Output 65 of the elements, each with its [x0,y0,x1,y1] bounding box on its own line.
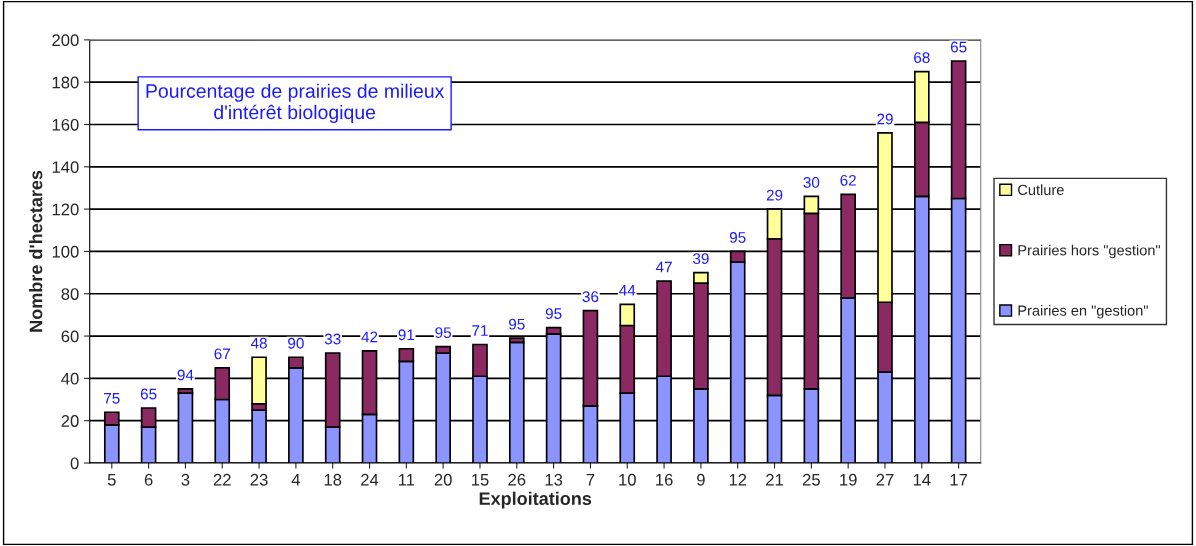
y-tick-label: 140 [52,161,79,174]
y-tick-label: 20 [61,415,79,427]
annotation: 90 [288,337,304,349]
annotation: 95 [729,232,746,243]
x-tick-label: 19 [840,473,857,486]
x-tick-label: 21 [766,473,783,486]
y-tick-label: 0 [70,457,79,470]
x-tick-label: 6 [144,473,153,486]
annotation: 91 [398,329,415,341]
annotation: 29 [877,113,893,125]
annotation: 71 [472,325,488,336]
x-tick-label: 18 [324,473,342,486]
annotation: 42 [361,331,378,343]
annotation: 65 [140,388,157,400]
y-tick-label: 120 [52,203,79,216]
annotation: 67 [214,348,230,360]
y-axis-title: Nombre d'hectares [29,170,43,332]
annotation: 95 [545,308,562,320]
annotation: 62 [840,174,856,186]
x-tick-label: 22 [213,473,231,486]
annotation: 94 [177,369,194,381]
x-tick-label: 12 [729,473,747,486]
x-tick-label: 25 [802,473,820,486]
annotation: 75 [104,392,120,404]
annotation: 33 [324,333,341,345]
x-axis-title: Exploitations [479,491,592,509]
x-tick-label: 9 [697,473,705,486]
annotation: 39 [692,253,709,265]
y-tick-label: 160 [52,118,79,131]
x-tick-label: 17 [950,474,968,486]
x-tick-label: 13 [545,473,563,486]
x-tick-label: 4 [291,474,301,486]
x-tick-label: 14 [913,474,931,486]
x-tick-label: 15 [471,474,489,486]
annotation: 30 [803,177,820,188]
annotation: 48 [250,337,267,349]
y-tick-label: 60 [61,330,79,343]
x-tick-label: 11 [398,474,415,486]
legend-label: Prairies en "gestion" [1018,305,1148,319]
x-tick-label: 7 [586,474,595,486]
annotation: 65 [950,41,967,53]
x-tick-label: 20 [434,473,452,486]
y-tick-label: 180 [52,76,79,89]
x-tick-label: 3 [181,473,190,486]
annotation: 44 [619,285,636,296]
y-tick-label: 100 [52,245,79,258]
legend-label: Prairies hors "gestion" [1018,244,1160,259]
x-tick-label: 10 [619,473,636,486]
legend-label: Cutlure [1018,184,1064,196]
y-tick-label: 200 [52,34,79,47]
text: Pourcentage de prairies de milieux d'intérêt biologique [146,83,445,123]
x-tick-label: 16 [656,473,673,486]
annotation: 95 [509,318,525,330]
x-tick-label: 27 [876,473,894,486]
annotation: 95 [435,327,452,339]
x-tick-label: 24 [361,473,379,486]
x-tick-label: 23 [250,473,268,486]
y-tick-label: 40 [61,372,79,385]
annotation: 29 [766,189,783,201]
annotation: 36 [582,291,599,303]
annotation: 68 [914,52,930,64]
annotation: 47 [655,261,672,273]
x-tick-label: 5 [107,474,116,486]
x-tick-label: 26 [508,473,526,486]
y-tick-label: 80 [61,288,79,300]
